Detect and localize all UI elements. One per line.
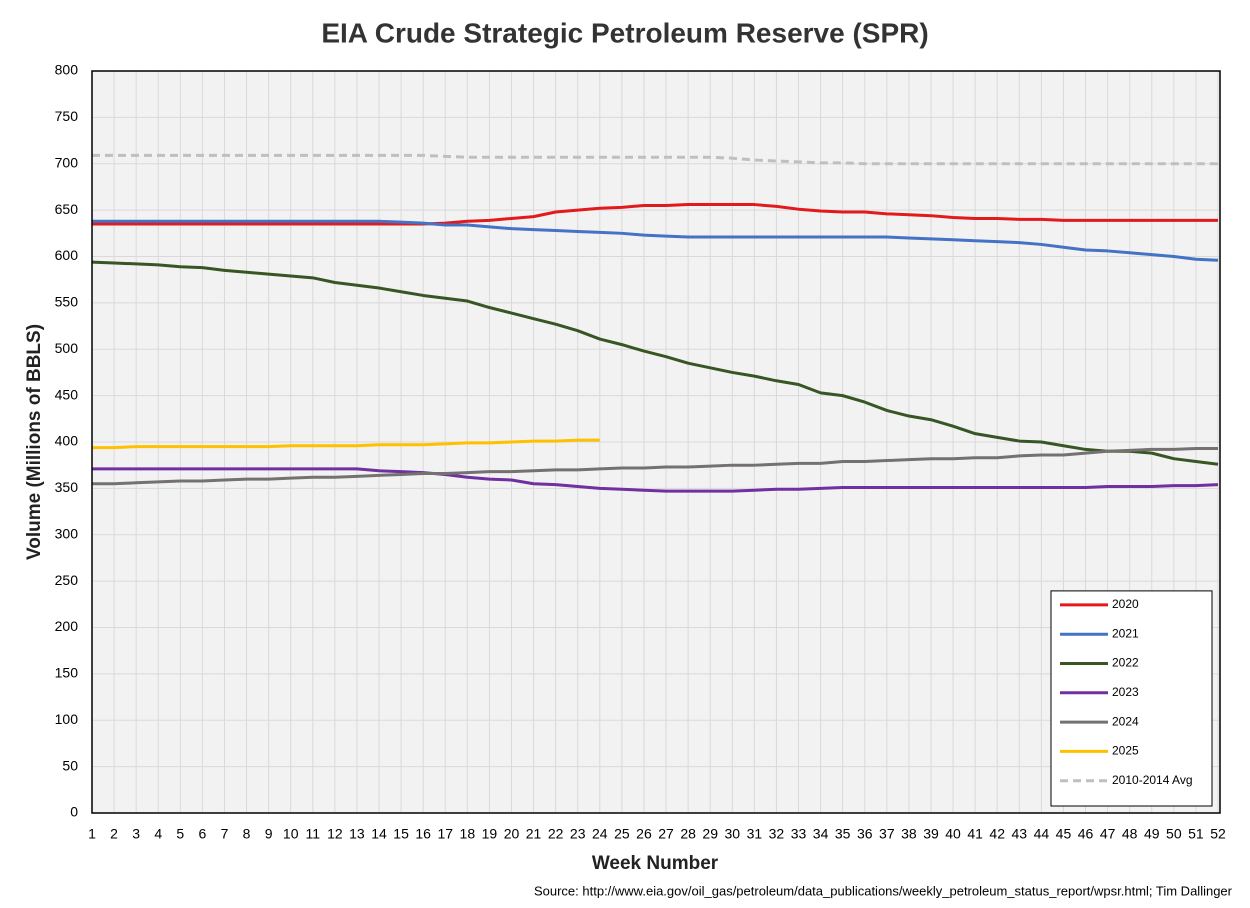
x-tick-label: 49 <box>1144 826 1160 842</box>
x-tick-label: 28 <box>680 826 696 842</box>
x-tick-label: 24 <box>592 826 608 842</box>
y-tick-label: 800 <box>55 62 79 78</box>
grid <box>91 70 1220 814</box>
y-tick-label: 0 <box>70 804 78 820</box>
x-tick-label: 42 <box>989 826 1005 842</box>
y-axis-label: Volume (Millions of BBLS) <box>24 324 45 560</box>
chart-title: EIA Crude Strategic Petroleum Reserve (S… <box>321 17 928 48</box>
y-tick-label: 300 <box>55 525 79 541</box>
source-note: Source: http://www.eia.gov/oil_gas/petro… <box>534 883 1233 898</box>
legend-label: 2021 <box>1112 626 1139 640</box>
y-tick-label: 650 <box>55 201 79 217</box>
x-tick-label: 10 <box>283 826 299 842</box>
x-tick-label: 6 <box>198 826 206 842</box>
plot-border <box>91 70 1221 814</box>
x-tick-label: 21 <box>526 826 542 842</box>
legend-label: 2020 <box>1112 597 1139 611</box>
x-tick-label: 35 <box>835 826 851 842</box>
x-tick-label: 20 <box>504 826 520 842</box>
series-line <box>92 438 600 450</box>
x-tick-label: 18 <box>460 826 476 842</box>
y-tick-label: 150 <box>55 665 79 681</box>
x-tick-label: 30 <box>724 826 740 842</box>
y-tick-label: 750 <box>55 108 79 124</box>
series-line <box>92 153 1218 166</box>
y-tick-label: 450 <box>55 386 79 402</box>
x-tick-label: 46 <box>1078 826 1094 842</box>
x-tick-label: 32 <box>769 826 785 842</box>
x-tick-label: 43 <box>1012 826 1028 842</box>
x-tick-label: 31 <box>747 826 763 842</box>
series-line <box>92 203 1218 226</box>
x-tick-label: 15 <box>393 826 409 842</box>
legend-label: 2010-2014 Avg <box>1112 773 1193 787</box>
x-tick-label: 17 <box>437 826 453 842</box>
y-tick-label: 700 <box>55 154 79 170</box>
x-tick-label: 45 <box>1056 826 1072 842</box>
series-line <box>91 260 1219 466</box>
legend-label: 2024 <box>1112 714 1139 728</box>
x-tick-label: 27 <box>658 826 674 842</box>
y-tick-label: 350 <box>55 479 79 495</box>
y-tick-label: 600 <box>55 247 79 263</box>
x-tick-label: 5 <box>176 826 184 842</box>
series-line <box>92 467 1219 493</box>
x-tick-label: 41 <box>967 826 983 842</box>
x-tick-label: 47 <box>1100 826 1116 842</box>
series-line <box>92 219 1219 262</box>
y-tick-label: 400 <box>55 433 79 449</box>
x-tick-label: 9 <box>265 826 273 842</box>
y-tick-label: 100 <box>55 711 79 727</box>
x-tick-label: 11 <box>306 826 321 842</box>
lines <box>91 153 1219 493</box>
legend-label: 2023 <box>1112 685 1139 699</box>
x-tick-label: 52 <box>1210 826 1226 842</box>
x-tick-label: 37 <box>879 826 895 842</box>
x-tick-label: 44 <box>1034 826 1050 842</box>
x-tick-label: 4 <box>154 826 162 842</box>
y-tick-label: 250 <box>55 572 79 588</box>
x-axis-label: Week Number <box>592 853 719 874</box>
legend-label: 2025 <box>1112 744 1139 758</box>
x-tick-label: 2 <box>110 826 118 842</box>
y-tick-label: 500 <box>55 340 79 356</box>
legend-label: 2022 <box>1112 656 1139 670</box>
x-tick-label: 12 <box>327 826 343 842</box>
x-tick-label: 25 <box>614 826 630 842</box>
x-tick-label: 39 <box>923 826 939 842</box>
legend-box <box>1050 590 1213 807</box>
x-tick-label: 16 <box>415 826 431 842</box>
x-tick-label: 33 <box>791 826 807 842</box>
x-tick-label: 48 <box>1122 826 1138 842</box>
x-tick-label: 3 <box>132 826 140 842</box>
x-tick-label: 1 <box>88 826 96 842</box>
legend: 2020 2021 2022 2023 2024 2025 2010-2014 Avg <box>1050 590 1213 807</box>
y-tick-label: 50 <box>62 757 78 773</box>
x-tick-label: 7 <box>221 826 229 842</box>
x-tick-label: 51 <box>1188 826 1204 842</box>
x-tick-label: 23 <box>570 826 586 842</box>
y-tick-label: 200 <box>55 618 79 634</box>
x-tick-label: 14 <box>371 826 387 842</box>
x-tick-label: 19 <box>482 826 498 842</box>
x-tick-label: 40 <box>945 826 961 842</box>
y-tick-label: 550 <box>55 294 79 310</box>
x-tick-label: 50 <box>1166 826 1182 842</box>
series-line <box>92 446 1218 486</box>
x-tick-label: 36 <box>857 826 873 842</box>
x-tick-label: 38 <box>901 826 917 842</box>
x-tick-label: 8 <box>243 826 251 842</box>
x-tick-label: 34 <box>813 826 829 842</box>
x-tick-label: 13 <box>349 826 365 842</box>
x-tick-label: 22 <box>548 826 564 842</box>
x-tick-label: 29 <box>702 826 718 842</box>
x-tick-label: 26 <box>636 826 652 842</box>
